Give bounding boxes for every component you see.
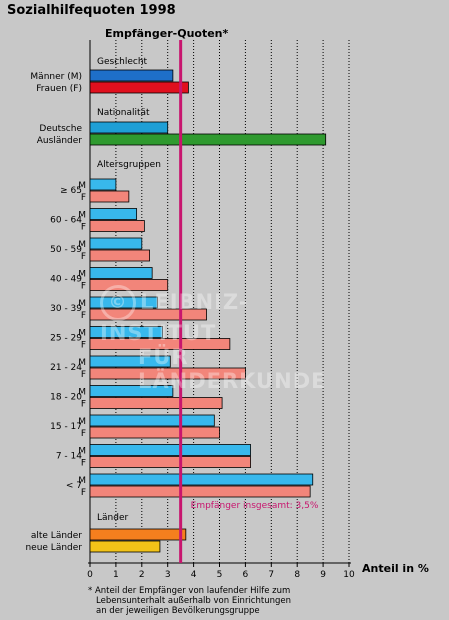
watermark: © LEIBNIZ-INSTITUT FÜR LÄNDERKUNDE bbox=[100, 285, 350, 393]
m-label: M bbox=[78, 417, 86, 427]
m-label: M bbox=[78, 240, 86, 250]
f-label: F bbox=[81, 223, 86, 233]
x-tick-label: 8 bbox=[294, 570, 300, 580]
bar-f bbox=[89, 338, 231, 350]
m-label: M bbox=[78, 181, 86, 191]
category-label: 25 - 29 bbox=[50, 334, 82, 344]
m-label: M bbox=[78, 476, 86, 486]
bar-m bbox=[89, 444, 251, 456]
bar-m bbox=[89, 414, 215, 427]
bar-f bbox=[89, 220, 145, 232]
group-header: Länder bbox=[97, 513, 128, 523]
group-header: Altersgruppen bbox=[97, 160, 161, 170]
bar bbox=[89, 121, 169, 134]
group-header: Nationalität bbox=[97, 108, 150, 118]
m-label: M bbox=[78, 299, 86, 309]
copyright-icon: © bbox=[100, 285, 136, 321]
bar-m bbox=[89, 355, 171, 368]
f-label: F bbox=[81, 341, 86, 351]
f-label: F bbox=[81, 488, 86, 498]
bar-f bbox=[89, 190, 130, 203]
f-label: F bbox=[81, 370, 86, 380]
bar-f bbox=[89, 367, 246, 380]
x-tick-label: 6 bbox=[243, 570, 249, 580]
bar-f bbox=[89, 426, 220, 439]
category-label: ≥ 65 bbox=[60, 186, 82, 196]
bar bbox=[89, 528, 187, 541]
bar-m bbox=[89, 208, 138, 220]
bar-f bbox=[89, 249, 150, 262]
watermark-line-1: LEIBNIZ-INSTITUT bbox=[100, 290, 249, 345]
category-label: Ausländer bbox=[37, 136, 83, 146]
f-label: F bbox=[81, 252, 86, 262]
f-label: F bbox=[81, 282, 86, 292]
bar-f bbox=[89, 456, 251, 468]
category-label: 40 - 49 bbox=[50, 275, 82, 285]
x-tick-label: 2 bbox=[139, 570, 145, 580]
category-label: alte Länder bbox=[31, 531, 82, 541]
bar-m bbox=[89, 178, 117, 191]
category-label: 7 - 14 bbox=[56, 452, 82, 462]
f-label: F bbox=[81, 400, 86, 410]
bar bbox=[89, 133, 327, 146]
bar-m bbox=[89, 385, 174, 397]
m-label: M bbox=[78, 447, 86, 457]
x-tick-label: 4 bbox=[191, 570, 197, 580]
footnote-line: * Anteil der Empfänger von laufender Hil… bbox=[88, 586, 291, 596]
m-label: M bbox=[78, 388, 86, 398]
category-label: 60 - 64 bbox=[50, 216, 82, 226]
watermark-line-2: FÜR LÄNDERKUNDE bbox=[138, 345, 327, 393]
category-label: 30 - 39 bbox=[50, 304, 82, 314]
category-label: 15 - 17 bbox=[50, 422, 82, 432]
bar-m bbox=[89, 326, 163, 338]
m-label: M bbox=[78, 211, 86, 221]
x-tick-label: 3 bbox=[165, 570, 171, 580]
x-tick-label: 9 bbox=[320, 570, 326, 580]
x-tick-label: 0 bbox=[87, 570, 93, 580]
bar-f bbox=[89, 397, 223, 409]
category-label: Frauen (F) bbox=[36, 84, 82, 94]
f-label: F bbox=[81, 459, 86, 469]
x-tick-label: 1 bbox=[113, 570, 119, 580]
bar-f bbox=[89, 485, 311, 498]
category-label: 18 - 20 bbox=[50, 393, 82, 403]
category-label: 50 - 59 bbox=[50, 245, 82, 255]
category-label: < 7 bbox=[66, 481, 82, 491]
m-label: M bbox=[78, 329, 86, 339]
m-label: M bbox=[78, 358, 86, 368]
bar bbox=[89, 540, 161, 553]
category-label: Männer (M) bbox=[30, 72, 82, 82]
footnote-line: Lebensunterhalt außerhalb von Einrichtun… bbox=[96, 596, 291, 606]
group-header: Geschlecht bbox=[97, 57, 148, 67]
bar-m bbox=[89, 267, 153, 279]
x-tick-label: 5 bbox=[217, 570, 223, 580]
x-tick-label: 7 bbox=[268, 570, 274, 580]
f-label: F bbox=[81, 311, 86, 321]
footnote-line: an der jeweiligen Bevölkerungsgruppe bbox=[96, 606, 260, 616]
x-axis-label: Anteil in % bbox=[362, 562, 429, 575]
bar-m bbox=[89, 473, 314, 486]
bar bbox=[89, 81, 189, 94]
category-label: neue Länder bbox=[25, 543, 82, 553]
page-title: Sozialhilfequoten 1998 bbox=[7, 3, 176, 18]
f-label: F bbox=[81, 193, 86, 203]
f-label: F bbox=[81, 429, 86, 439]
category-label: 21 - 24 bbox=[50, 363, 82, 373]
category-label: Deutsche bbox=[39, 124, 82, 134]
x-tick-label: 10 bbox=[343, 570, 355, 580]
reference-line-label: Empfänger insgesamt: 3,5% bbox=[191, 501, 319, 511]
bar-m bbox=[89, 237, 143, 250]
bar-f bbox=[89, 308, 207, 321]
footnote: * Anteil der Empfänger von laufender Hil… bbox=[88, 586, 388, 616]
m-label: M bbox=[78, 270, 86, 280]
chart-title: Empfänger-Quoten* bbox=[105, 27, 229, 40]
bar bbox=[89, 69, 174, 82]
